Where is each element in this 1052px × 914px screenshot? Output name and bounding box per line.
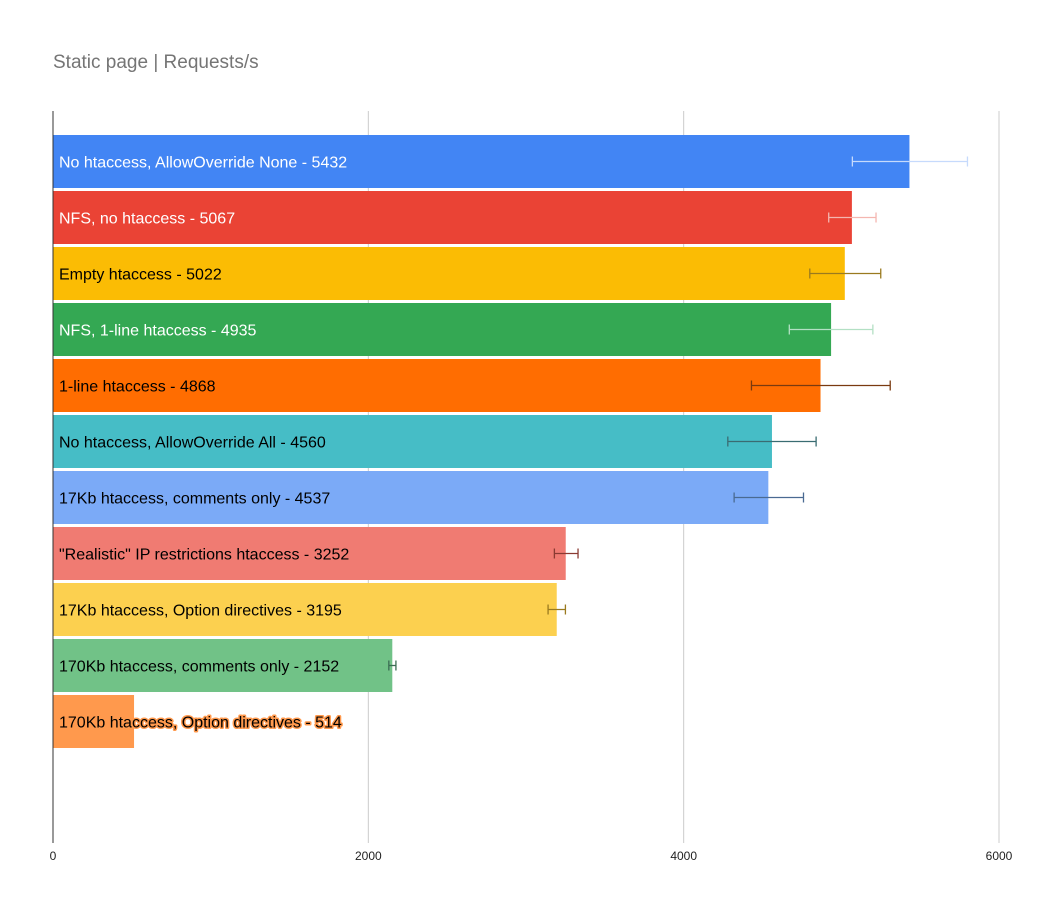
bar-labels: No htaccess, AllowOverride None - 5432 NF…	[58, 155, 350, 734]
bar-label: 170Kb htaccess, comments only - 2152	[59, 659, 339, 676]
error-bar	[727, 436, 817, 447]
bar	[53, 191, 852, 244]
error-bar	[553, 548, 579, 559]
bar-label: No htaccess, AllowOverride All - 4560	[59, 435, 326, 452]
bar	[53, 583, 557, 636]
bar	[53, 247, 845, 300]
x-tick-label: 4000	[670, 849, 697, 863]
bars	[53, 135, 910, 748]
bar	[53, 471, 769, 524]
axis: 0 2000 4000 6000	[50, 111, 1013, 863]
bar	[53, 527, 566, 580]
error-bars	[388, 156, 969, 671]
bar	[53, 135, 910, 188]
error-bar	[828, 212, 877, 223]
x-tick-label: 6000	[986, 849, 1013, 863]
bar-label: "Realistic" IP restrictions htaccess - 3…	[59, 547, 349, 564]
bar-label: 17Kb htaccess, Option directives - 3195	[59, 603, 342, 620]
bar-label: 170Kb htaccess, Option directives - 514	[59, 715, 342, 732]
bar-label: No htaccess, AllowOverride None - 5432	[59, 155, 347, 172]
error-bar	[733, 492, 805, 503]
chart-title: Static page | Requests/s	[53, 52, 259, 73]
bar	[53, 639, 393, 692]
error-bar	[809, 268, 882, 279]
error-bar	[388, 660, 397, 671]
bar-label: NFS, 1-line htaccess - 4935	[59, 323, 257, 340]
x-tick-label: 0	[50, 849, 57, 863]
bar-label: 17Kb htaccess, comments only - 4537	[59, 491, 330, 508]
bar	[53, 695, 135, 748]
bar-label: NFS, no htaccess - 5067	[59, 211, 235, 228]
bar-label: 1-line htaccess - 4868	[59, 379, 216, 396]
error-bar	[750, 380, 891, 391]
x-tick-label: 2000	[355, 849, 382, 863]
bar	[53, 303, 832, 356]
error-bar	[851, 156, 969, 167]
error-bar	[547, 604, 567, 615]
bar-label: Empty htaccess - 5022	[59, 267, 222, 284]
bar	[53, 359, 821, 412]
bar	[53, 415, 772, 468]
error-bar	[788, 324, 874, 335]
